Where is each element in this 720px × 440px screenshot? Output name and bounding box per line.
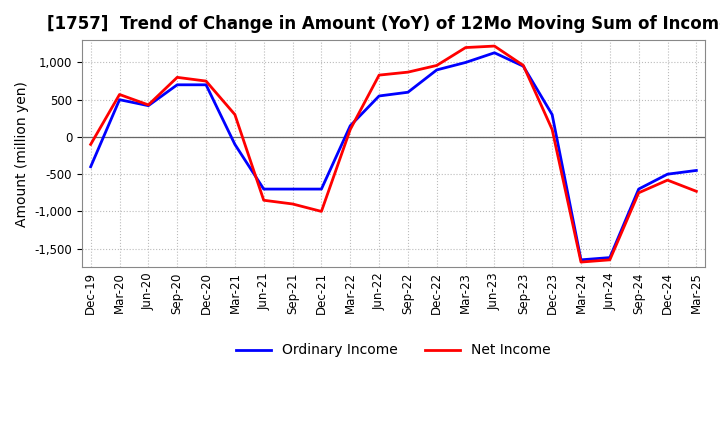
Net Income	[144, 102, 153, 107]
Net Income	[433, 63, 441, 68]
Net Income	[173, 75, 181, 80]
Ordinary Income	[259, 187, 268, 192]
Ordinary Income	[230, 142, 239, 147]
Net Income	[375, 73, 384, 78]
Net Income	[404, 70, 413, 75]
Net Income	[490, 44, 499, 49]
Ordinary Income	[548, 112, 557, 117]
Line: Net Income: Net Income	[91, 46, 696, 262]
Legend: Ordinary Income, Net Income: Ordinary Income, Net Income	[230, 338, 557, 363]
Net Income	[259, 198, 268, 203]
Ordinary Income	[404, 90, 413, 95]
Net Income	[634, 190, 643, 195]
Net Income	[288, 202, 297, 207]
Net Income	[519, 63, 528, 68]
Ordinary Income	[606, 255, 614, 260]
Ordinary Income	[663, 172, 672, 177]
Net Income	[230, 112, 239, 117]
Ordinary Income	[86, 164, 95, 169]
Net Income	[86, 142, 95, 147]
Line: Ordinary Income: Ordinary Income	[91, 53, 696, 260]
Net Income	[548, 127, 557, 132]
Net Income	[346, 127, 354, 132]
Net Income	[692, 189, 701, 194]
Net Income	[577, 260, 585, 265]
Ordinary Income	[202, 82, 210, 88]
Ordinary Income	[346, 123, 354, 128]
Net Income	[663, 177, 672, 183]
Net Income	[606, 257, 614, 263]
Net Income	[202, 78, 210, 84]
Ordinary Income	[490, 50, 499, 55]
Ordinary Income	[144, 103, 153, 108]
Net Income	[462, 45, 470, 50]
Ordinary Income	[115, 97, 124, 103]
Net Income	[317, 209, 325, 214]
Ordinary Income	[375, 93, 384, 99]
Ordinary Income	[634, 187, 643, 192]
Net Income	[115, 92, 124, 97]
Ordinary Income	[433, 67, 441, 73]
Ordinary Income	[519, 63, 528, 69]
Ordinary Income	[692, 168, 701, 173]
Ordinary Income	[288, 187, 297, 192]
Ordinary Income	[173, 82, 181, 88]
Ordinary Income	[317, 187, 325, 192]
Title: [1757]  Trend of Change in Amount (YoY) of 12Mo Moving Sum of Incomes: [1757] Trend of Change in Amount (YoY) o…	[47, 15, 720, 33]
Ordinary Income	[462, 60, 470, 65]
Ordinary Income	[577, 257, 585, 263]
Y-axis label: Amount (million yen): Amount (million yen)	[15, 81, 29, 227]
